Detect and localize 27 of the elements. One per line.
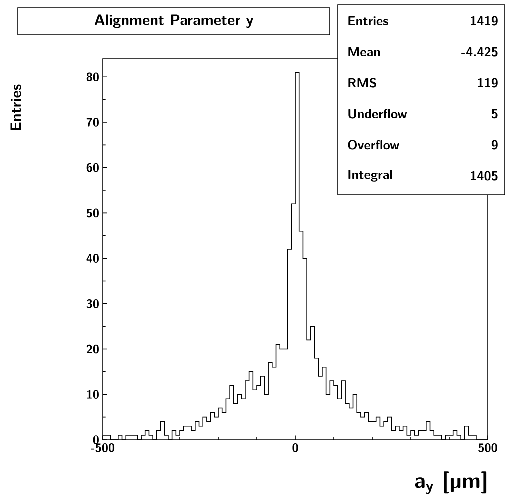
x-tick-label: 500: [478, 444, 498, 452]
annotation: Overflow: [348, 140, 400, 150]
y-axis-title: Entries: [10, 84, 22, 130]
y-tick-label: 20: [86, 344, 99, 354]
x-axis-title: a$_{y}$ [µm]: [415, 472, 487, 494]
annotation: Integral: [348, 170, 392, 182]
x-tick-label: 0: [292, 444, 298, 452]
y-tick-label: 10: [87, 390, 99, 400]
y-tick-label: 60: [86, 163, 99, 172]
x-tick-label: -500: [91, 444, 115, 452]
annotation: RMS: [348, 78, 376, 88]
text: Mean: [348, 47, 380, 57]
annotation: 119: [478, 78, 498, 88]
chart-title: Alignment Parameter y: [94, 14, 254, 28]
text: Entries: [348, 16, 388, 26]
annotation: Underflow: [348, 109, 408, 119]
y-tick-label: 0: [93, 436, 99, 444]
y-tick-label: 30: [86, 300, 99, 308]
text: -4.425: [461, 47, 498, 57]
y-tick-label: 40: [86, 254, 99, 263]
annotation: 1405: [470, 171, 498, 181]
y-tick-label: 70: [86, 118, 99, 127]
text: 9: [492, 140, 498, 150]
text: 1419: [470, 16, 498, 26]
text: 5: [492, 109, 498, 119]
y-tick-label: 50: [86, 208, 99, 218]
y-tick-label: 80: [86, 72, 99, 82]
